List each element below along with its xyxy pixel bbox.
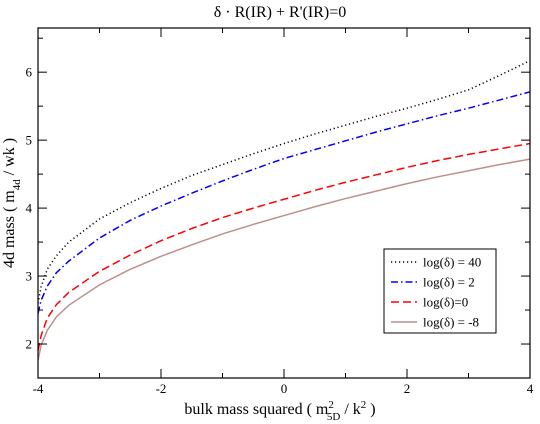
legend-label: log(δ)=0	[423, 295, 468, 310]
y-tick-label: 6	[26, 65, 33, 80]
chart-title: δ · R(IR) + R'(IR)=0	[214, 4, 346, 21]
x-axis-label-sup1: 2	[328, 399, 334, 411]
legend-label: log(δ) = -8	[423, 315, 479, 330]
ticks-layer	[37, 28, 531, 379]
x-axis-label: bulk mass squared ( m2 5D / k2 )	[184, 399, 375, 423]
legend-entries: log(δ) = 40 log(δ) = 2 log(δ)=0 log(δ) = -8	[391, 255, 481, 330]
y-tick-label: 3	[26, 269, 33, 284]
x-axis-label-sub1: 5D	[327, 411, 341, 423]
y-tick-label: 4	[26, 201, 33, 216]
legend-label: log(δ) = 2	[423, 275, 475, 290]
y-axis-label: 4d mass ( m4d / wk )	[1, 138, 23, 268]
x-tick-label: -4	[33, 381, 44, 396]
series-line-2	[38, 91, 530, 314]
y-axis-label-sub: 4d	[11, 179, 23, 191]
legend: log(δ) = 40 log(δ) = 2 log(δ)=0 log(δ) = -8	[383, 248, 497, 334]
series-line-4	[38, 158, 530, 361]
legend-label: log(δ) = 40	[423, 255, 481, 270]
x-tick-label: 2	[404, 381, 411, 396]
x-tick-label: -2	[156, 381, 167, 396]
x-axis-label-sup2: 2	[361, 399, 367, 411]
series-line-3	[38, 142, 530, 351]
y-tick-label: 5	[26, 133, 33, 148]
x-tick-label: 4	[527, 381, 534, 396]
series-layer	[38, 59, 530, 361]
tick-labels-layer: -4 -2 0 2 4 2 3 4 5 6	[26, 65, 534, 396]
y-tick-label: 2	[26, 337, 33, 352]
x-tick-label: 0	[281, 381, 288, 396]
legend-box	[383, 248, 497, 334]
